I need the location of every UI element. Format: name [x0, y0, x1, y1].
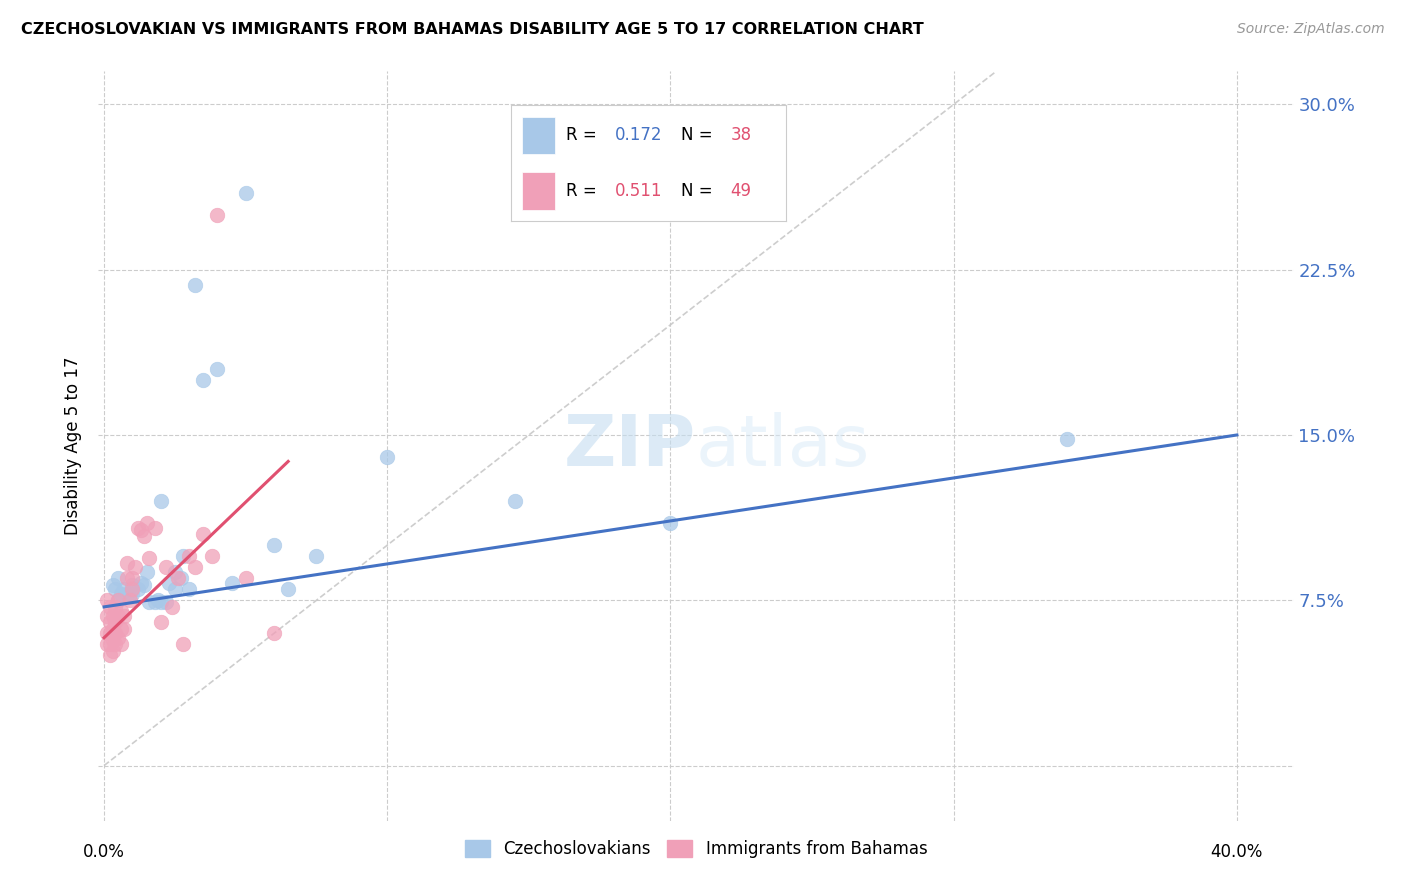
Point	[101, 608, 124, 623]
Point	[235, 186, 257, 200]
Point	[146, 593, 169, 607]
Point	[110, 587, 132, 601]
Point	[110, 637, 132, 651]
Point	[101, 578, 124, 592]
Point	[96, 637, 118, 651]
Point	[112, 582, 135, 597]
Point	[98, 599, 121, 614]
Point	[207, 208, 229, 222]
Point	[375, 450, 398, 464]
Point	[96, 608, 118, 623]
Point	[112, 622, 135, 636]
Point	[207, 362, 229, 376]
Point	[263, 626, 285, 640]
Point	[138, 551, 160, 566]
Point	[263, 538, 285, 552]
Point	[143, 520, 166, 534]
Text: 40.0%: 40.0%	[1211, 843, 1263, 861]
Point	[98, 626, 121, 640]
Point	[98, 648, 121, 663]
Point	[118, 593, 141, 607]
Point	[172, 549, 194, 564]
Point	[143, 595, 166, 609]
Y-axis label: Disability Age 5 to 17: Disability Age 5 to 17	[65, 357, 83, 535]
Point	[101, 644, 124, 658]
Point	[121, 587, 143, 601]
Point	[193, 373, 215, 387]
Point	[157, 575, 180, 590]
Point	[127, 520, 149, 534]
Point	[149, 494, 172, 508]
Point	[107, 631, 129, 645]
Point	[98, 615, 121, 630]
Point	[112, 608, 135, 623]
Point	[1056, 433, 1078, 447]
Point	[163, 582, 186, 597]
Point	[104, 582, 127, 597]
Text: ZIP: ZIP	[564, 411, 696, 481]
Point	[107, 608, 129, 623]
Point	[104, 637, 127, 651]
Point	[160, 599, 183, 614]
Point	[201, 549, 224, 564]
Point	[96, 626, 118, 640]
Point	[235, 571, 257, 585]
Point	[166, 571, 188, 585]
Point	[115, 587, 138, 601]
Legend: Czechoslovakians, Immigrants from Bahamas: Czechoslovakians, Immigrants from Bahama…	[458, 833, 934, 864]
Point	[503, 494, 526, 508]
Point	[163, 565, 186, 579]
Point	[155, 560, 177, 574]
Point	[183, 278, 205, 293]
Point	[132, 578, 155, 592]
Point	[135, 516, 157, 530]
Point	[96, 593, 118, 607]
Point	[155, 595, 177, 609]
Point	[121, 578, 143, 592]
Point	[110, 604, 132, 618]
Text: Source: ZipAtlas.com: Source: ZipAtlas.com	[1237, 22, 1385, 37]
Point	[101, 622, 124, 636]
Point	[107, 593, 129, 607]
Point	[129, 523, 152, 537]
Point	[172, 637, 194, 651]
Point	[135, 565, 157, 579]
Point	[107, 593, 129, 607]
Point	[129, 575, 152, 590]
Point	[104, 626, 127, 640]
Point	[177, 549, 200, 564]
Point	[115, 571, 138, 585]
Point	[110, 622, 132, 636]
Point	[132, 529, 155, 543]
Point	[124, 560, 146, 574]
Point	[121, 571, 143, 585]
Text: CZECHOSLOVAKIAN VS IMMIGRANTS FROM BAHAMAS DISABILITY AGE 5 TO 17 CORRELATION CH: CZECHOSLOVAKIAN VS IMMIGRANTS FROM BAHAM…	[21, 22, 924, 37]
Point	[221, 575, 243, 590]
Point	[104, 615, 127, 630]
Point	[177, 582, 200, 597]
Point	[98, 637, 121, 651]
Point	[169, 571, 191, 585]
Point	[118, 587, 141, 601]
Text: atlas: atlas	[696, 411, 870, 481]
Point	[115, 556, 138, 570]
Text: 0.0%: 0.0%	[83, 843, 125, 861]
Point	[659, 516, 682, 530]
Point	[193, 527, 215, 541]
Point	[101, 632, 124, 647]
Point	[149, 595, 172, 609]
Point	[183, 560, 205, 574]
Point	[121, 582, 143, 597]
Point	[138, 595, 160, 609]
Point	[277, 582, 299, 597]
Point	[107, 571, 129, 585]
Point	[305, 549, 328, 564]
Point	[104, 599, 127, 614]
Point	[127, 582, 149, 597]
Point	[149, 615, 172, 630]
